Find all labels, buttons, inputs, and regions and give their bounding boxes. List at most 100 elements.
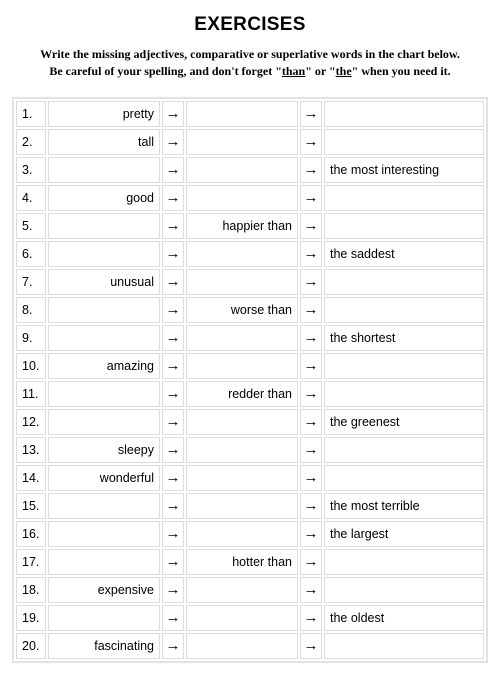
row-number: 11.: [16, 381, 46, 407]
page-title: EXERCISES: [12, 14, 488, 36]
adjective-cell[interactable]: fascinating: [48, 633, 160, 659]
row-number: 16.: [16, 521, 46, 547]
comparative-cell[interactable]: [186, 521, 298, 547]
comparative-cell[interactable]: [186, 437, 298, 463]
arrow-icon: →: [300, 297, 322, 323]
superlative-cell[interactable]: [324, 269, 484, 295]
comparative-cell[interactable]: [186, 129, 298, 155]
instructions-line2-pre: Be careful of your spelling, and don't f…: [49, 64, 282, 78]
arrow-icon: →: [162, 381, 184, 407]
superlative-cell[interactable]: [324, 353, 484, 379]
table-row: 18.expensive→→: [16, 577, 484, 603]
table-row: 17.→hotter than→: [16, 549, 484, 575]
table-row: 1.pretty→→: [16, 101, 484, 127]
superlative-cell[interactable]: [324, 577, 484, 603]
comparative-cell[interactable]: [186, 493, 298, 519]
comparative-cell[interactable]: [186, 605, 298, 631]
comparative-cell[interactable]: [186, 353, 298, 379]
comparative-cell[interactable]: hotter than: [186, 549, 298, 575]
arrow-icon: →: [162, 521, 184, 547]
adjective-cell[interactable]: unusual: [48, 269, 160, 295]
arrow-icon: →: [300, 465, 322, 491]
table-row: 14.wonderful→→: [16, 465, 484, 491]
arrow-icon: →: [300, 437, 322, 463]
table-row: 10.amazing→→: [16, 353, 484, 379]
superlative-cell[interactable]: the oldest: [324, 605, 484, 631]
adjective-cell[interactable]: [48, 521, 160, 547]
arrow-icon: →: [300, 325, 322, 351]
comparative-cell[interactable]: [186, 325, 298, 351]
comparative-cell[interactable]: [186, 241, 298, 267]
adjective-cell[interactable]: [48, 297, 160, 323]
adjective-cell[interactable]: expensive: [48, 577, 160, 603]
arrow-icon: →: [162, 129, 184, 155]
adjective-cell[interactable]: amazing: [48, 353, 160, 379]
instructions-line2-mid: " or ": [305, 64, 335, 78]
superlative-cell[interactable]: [324, 633, 484, 659]
arrow-icon: →: [162, 269, 184, 295]
table-row: 5.→happier than→: [16, 213, 484, 239]
comparative-cell[interactable]: [186, 269, 298, 295]
superlative-cell[interactable]: [324, 437, 484, 463]
comparative-cell[interactable]: [186, 409, 298, 435]
adjective-cell[interactable]: [48, 409, 160, 435]
row-number: 17.: [16, 549, 46, 575]
adjective-cell[interactable]: [48, 213, 160, 239]
adjective-cell[interactable]: sleepy: [48, 437, 160, 463]
adjective-cell[interactable]: pretty: [48, 101, 160, 127]
superlative-cell[interactable]: [324, 185, 484, 211]
exercise-grid: 1.pretty→→2.tall→→3.→→the most interesti…: [12, 97, 488, 663]
row-number: 13.: [16, 437, 46, 463]
table-row: 19.→→the oldest: [16, 605, 484, 631]
comparative-cell[interactable]: [186, 157, 298, 183]
superlative-cell[interactable]: [324, 213, 484, 239]
adjective-cell[interactable]: [48, 241, 160, 267]
comparative-cell[interactable]: redder than: [186, 381, 298, 407]
adjective-cell[interactable]: tall: [48, 129, 160, 155]
superlative-cell[interactable]: the saddest: [324, 241, 484, 267]
superlative-cell[interactable]: [324, 465, 484, 491]
comparative-cell[interactable]: [186, 185, 298, 211]
comparative-cell[interactable]: [186, 577, 298, 603]
table-row: 12.→→the greenest: [16, 409, 484, 435]
superlative-cell[interactable]: the largest: [324, 521, 484, 547]
adjective-cell[interactable]: [48, 493, 160, 519]
superlative-cell[interactable]: [324, 381, 484, 407]
arrow-icon: →: [162, 549, 184, 575]
adjective-cell[interactable]: wonderful: [48, 465, 160, 491]
adjective-cell[interactable]: [48, 157, 160, 183]
arrow-icon: →: [300, 577, 322, 603]
comparative-cell[interactable]: worse than: [186, 297, 298, 323]
row-number: 4.: [16, 185, 46, 211]
comparative-cell[interactable]: [186, 101, 298, 127]
adjective-cell[interactable]: [48, 325, 160, 351]
arrow-icon: →: [300, 409, 322, 435]
superlative-cell[interactable]: [324, 549, 484, 575]
superlative-cell[interactable]: [324, 129, 484, 155]
arrow-icon: →: [162, 409, 184, 435]
superlative-cell[interactable]: [324, 101, 484, 127]
table-row: 6.→→the saddest: [16, 241, 484, 267]
table-row: 20.fascinating→→: [16, 633, 484, 659]
superlative-cell[interactable]: [324, 297, 484, 323]
superlative-cell[interactable]: the greenest: [324, 409, 484, 435]
adjective-cell[interactable]: [48, 605, 160, 631]
comparative-cell[interactable]: happier than: [186, 213, 298, 239]
table-row: 2.tall→→: [16, 129, 484, 155]
superlative-cell[interactable]: the shortest: [324, 325, 484, 351]
row-number: 10.: [16, 353, 46, 379]
comparative-cell[interactable]: [186, 465, 298, 491]
adjective-cell[interactable]: good: [48, 185, 160, 211]
superlative-cell[interactable]: the most interesting: [324, 157, 484, 183]
superlative-cell[interactable]: the most terrible: [324, 493, 484, 519]
arrow-icon: →: [300, 129, 322, 155]
arrow-icon: →: [162, 633, 184, 659]
arrow-icon: →: [300, 241, 322, 267]
table-row: 4.good→→: [16, 185, 484, 211]
table-row: 13.sleepy→→: [16, 437, 484, 463]
adjective-cell[interactable]: [48, 381, 160, 407]
adjective-cell[interactable]: [48, 549, 160, 575]
comparative-cell[interactable]: [186, 633, 298, 659]
row-number: 15.: [16, 493, 46, 519]
arrow-icon: →: [162, 101, 184, 127]
